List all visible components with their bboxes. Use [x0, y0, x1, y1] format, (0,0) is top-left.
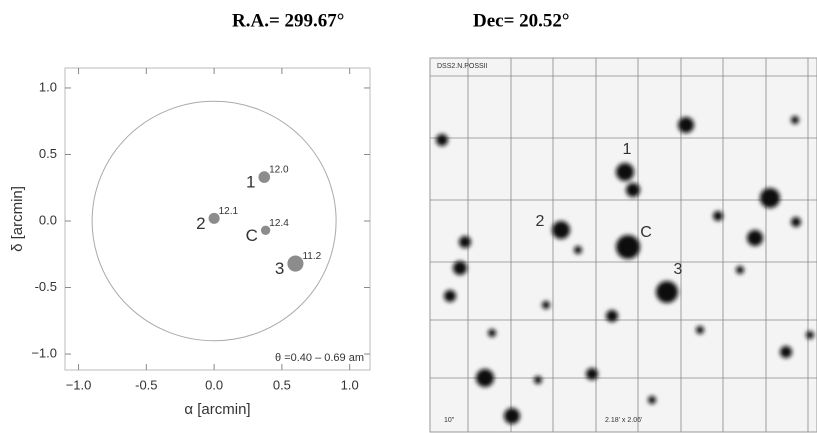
x-axis-label: α [arcmin] [184, 401, 250, 418]
stars [436, 116, 814, 424]
y-tick-label: 1.0 [39, 79, 57, 94]
point-magnitude: 12.0 [269, 165, 289, 176]
star-marker [260, 225, 271, 235]
point-magnitude: 12.4 [269, 218, 289, 229]
y-axis-label: δ [arcmin] [9, 186, 26, 252]
point-name: 1 [246, 173, 255, 192]
star-marker [287, 255, 304, 272]
x-tick-label: 1.0 [341, 377, 359, 392]
star-marker [208, 212, 220, 224]
star-marker [258, 171, 271, 183]
sky-image: DSS2.N.POSSII 2.18' x 2.06' 10" 1 2 C 3 [429, 57, 817, 433]
dec-header: Dec= 20.52° [473, 10, 570, 31]
image-scale: 10" [444, 417, 455, 424]
x-tick-label: 0.0 [205, 377, 223, 392]
y-tick-label: 0.0 [39, 212, 57, 227]
point-magnitude: 11.2 [302, 251, 321, 262]
x-tick-label: 0.5 [273, 377, 291, 392]
ra-header: R.A.= 299.67° [232, 10, 344, 31]
point-magnitude: 12.1 [219, 206, 239, 217]
coordinate-grid [430, 58, 817, 432]
survey-label: DSS2.N.POSSII [437, 63, 488, 70]
point-name: C [246, 226, 258, 245]
annotation: θ =0.40 – 0.69 am [275, 352, 364, 364]
field-circle [91, 100, 337, 342]
point-name: 3 [275, 259, 284, 278]
point-name: 2 [196, 214, 205, 233]
y-tick-label: −1.0 [31, 345, 57, 360]
x-tick-label: -0.5 [135, 377, 157, 392]
star-label: 1 [623, 141, 632, 158]
star-label: C [640, 224, 652, 241]
plot-frame [64, 67, 371, 371]
x-tick-label: −1.0 [66, 377, 92, 392]
y-tick-label: 0.5 [39, 146, 57, 161]
y-tick-label: -0.5 [35, 279, 57, 294]
image-size: 2.18' x 2.06' [605, 417, 642, 424]
star-label: 3 [674, 261, 683, 278]
star-label: 2 [536, 213, 545, 230]
